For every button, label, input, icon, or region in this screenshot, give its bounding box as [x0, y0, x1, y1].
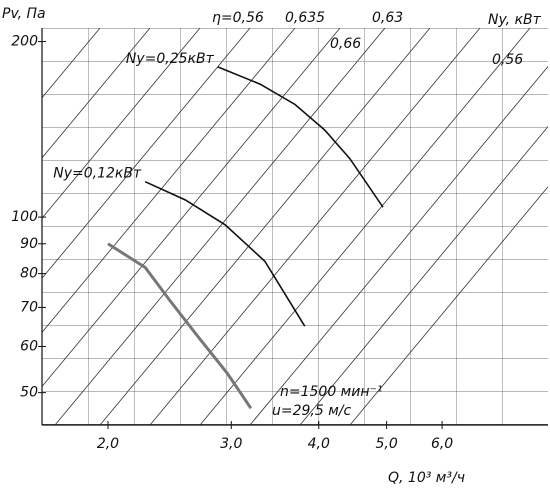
y-axis-label: Pv, Па	[2, 6, 46, 22]
grid	[42, 28, 548, 425]
annotation: u=29,5 м/с	[272, 403, 352, 419]
y-tick-label: 90	[20, 236, 38, 252]
series-line	[217, 66, 384, 208]
series-line	[144, 180, 306, 327]
y-tick-label: 100	[11, 209, 38, 225]
x-tick-label: 5,0	[375, 436, 397, 452]
y-tick-label: 200	[11, 34, 38, 50]
series-label: Ny=0,12кВт	[53, 166, 142, 182]
series-line	[107, 242, 253, 410]
y-tick-label: 80	[20, 266, 38, 282]
y-tick-label: 50	[20, 385, 38, 401]
series-label: Ny=0,25кВт	[126, 51, 215, 67]
x-tick-label: 4,0	[308, 436, 330, 452]
efficiency-label: η=0,56	[212, 10, 264, 26]
x-tick-label: 2,0	[97, 436, 119, 452]
y2-axis-label: Ny, кВт	[488, 12, 542, 28]
annotation: n=1500 мин⁻¹	[280, 384, 383, 400]
efficiency-label: 0,63	[372, 10, 403, 26]
y-tick-label: 60	[20, 338, 38, 354]
efficiency-label: 0,66	[330, 36, 361, 52]
y-tick-label: 70	[20, 299, 38, 315]
efficiency-label: 0,635	[285, 10, 325, 26]
x-tick-label: 6,0	[431, 436, 453, 452]
x-axis-label: Q, 10³ м³/ч	[388, 470, 465, 486]
efficiency-label: 0,56	[492, 52, 523, 68]
x-tick-label: 3,0	[220, 436, 242, 452]
efficiency-lines	[42, 28, 548, 425]
